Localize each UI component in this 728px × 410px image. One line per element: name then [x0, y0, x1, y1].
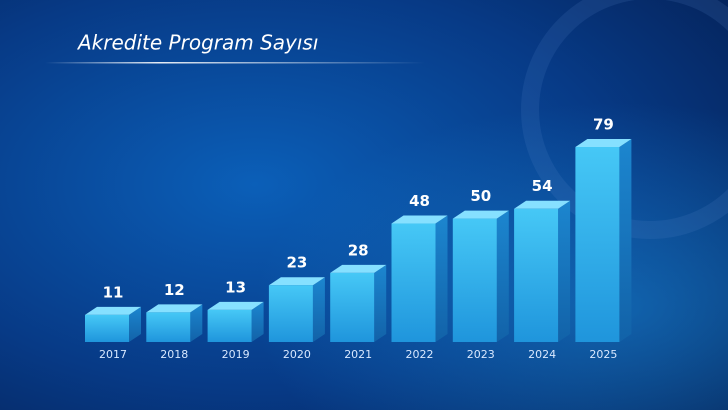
- bar-side: [312, 277, 325, 342]
- bar-side: [558, 200, 571, 342]
- bar: [514, 208, 559, 342]
- bar-side: [190, 304, 203, 342]
- value-label: 48: [409, 192, 430, 210]
- x-tick-label: 2020: [283, 348, 311, 361]
- x-tick-label: 2025: [589, 348, 617, 361]
- bar-side: [374, 264, 387, 342]
- title-rule: [45, 62, 425, 64]
- chart-title: Akredite Program Sayısı: [76, 31, 318, 55]
- logo-watermark: [521, 0, 728, 239]
- value-label: 23: [286, 254, 307, 272]
- value-label: 13: [225, 278, 246, 296]
- bar: [575, 147, 620, 342]
- bar-side: [129, 306, 141, 342]
- bar-top: [452, 210, 509, 219]
- bar: [207, 309, 252, 342]
- bars: 11 2017 12 2018 13 2019 23 2020 28 2021 48 2022 50 20…: [85, 116, 632, 361]
- value-label: 54: [532, 177, 553, 195]
- value-label: 79: [593, 116, 614, 134]
- x-tick-label: 2024: [528, 348, 556, 361]
- bar-top: [514, 200, 571, 209]
- bar: [268, 285, 313, 342]
- bar-side: [496, 210, 509, 342]
- bar: [391, 223, 436, 342]
- bar-side: [619, 139, 632, 342]
- x-tick-label: 2023: [467, 348, 495, 361]
- bar-top: [391, 215, 448, 224]
- bar-top: [330, 264, 387, 273]
- bar: [146, 312, 191, 342]
- bar: [85, 314, 129, 342]
- bar-top: [575, 139, 632, 147]
- bar: [452, 218, 497, 342]
- bar: [330, 272, 375, 342]
- x-tick-label: 2022: [406, 348, 434, 361]
- bar-top: [85, 306, 141, 315]
- bar-top: [207, 301, 264, 310]
- bar-side: [251, 301, 264, 342]
- value-label: 12: [164, 281, 185, 299]
- value-label: 50: [470, 187, 491, 205]
- x-tick-label: 2021: [344, 348, 372, 361]
- bar-top: [146, 304, 203, 313]
- x-tick-label: 2017: [99, 348, 127, 361]
- bar-side: [435, 215, 448, 342]
- value-label: 28: [348, 241, 369, 259]
- bar-top: [268, 277, 325, 286]
- x-tick-label: 2019: [222, 348, 250, 361]
- x-tick-label: 2018: [160, 348, 188, 361]
- value-label: 11: [103, 283, 124, 301]
